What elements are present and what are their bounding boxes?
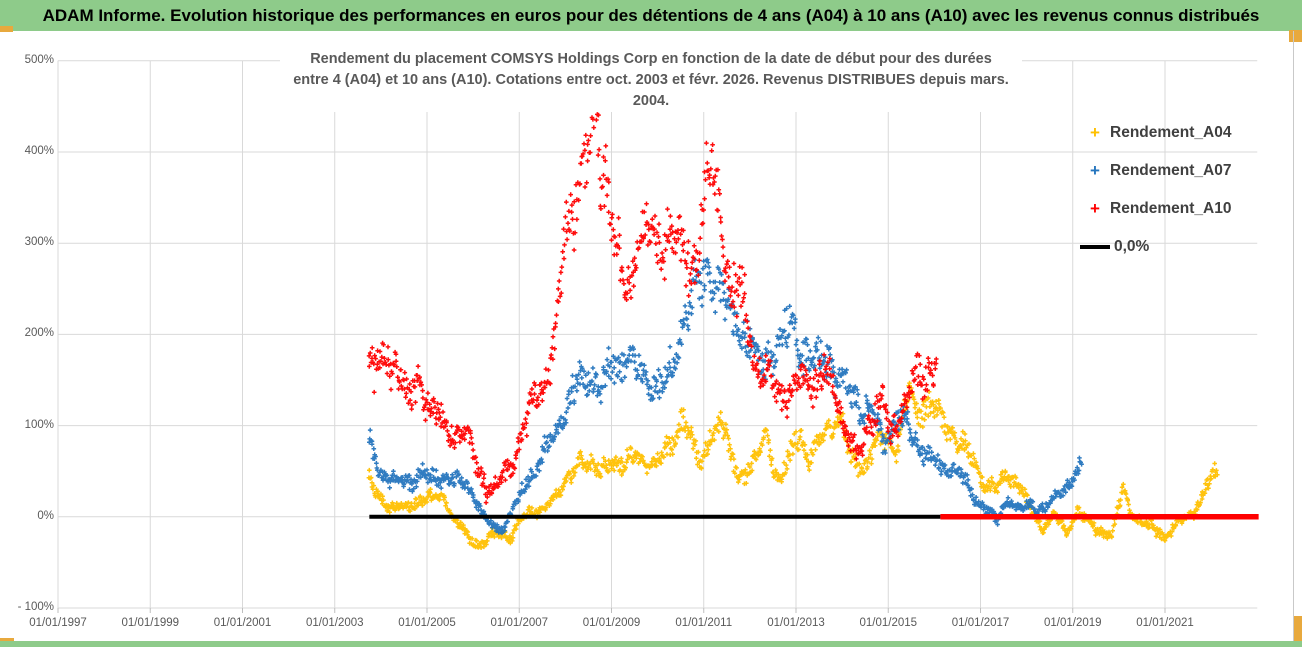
legend-item-zero[interactable]: 0,0% — [1080, 234, 1270, 260]
legend-label: Rendement_A04 — [1110, 124, 1232, 141]
legend-label: Rendement_A10 — [1110, 200, 1232, 217]
report-title: ADAM Informe. Evolution historique des p… — [42, 5, 1260, 25]
bottom-green-strip — [0, 641, 1302, 647]
chart-legend: + Rendement_A04 + Rendement_A07 + Rendem… — [1080, 120, 1270, 272]
plus-marker-icon: + — [1090, 199, 1100, 218]
legend-item-a10[interactable]: + Rendement_A10 — [1080, 196, 1270, 222]
chart-title-line1: Rendement du placement COMSYS Holdings C… — [310, 51, 992, 67]
chart-title-line2: entre 4 (A04) et 10 ans (A10). Cotations… — [293, 72, 1009, 109]
report-title-bar: ADAM Informe. Evolution historique des p… — [0, 0, 1302, 31]
legend-item-a07[interactable]: + Rendement_A07 — [1080, 158, 1270, 184]
chart-title: Rendement du placement COMSYS Holdings C… — [280, 49, 1022, 112]
legend-label: 0,0% — [1114, 238, 1150, 255]
plus-marker-icon: + — [1090, 123, 1100, 142]
legend-item-a04[interactable]: + Rendement_A04 — [1080, 120, 1270, 146]
scatter-series-rendement_a07[interactable] — [367, 257, 1084, 536]
chart-right-border — [1293, 31, 1294, 641]
gold-accent-bottom-right — [1294, 616, 1302, 641]
plus-marker-icon: + — [1090, 161, 1100, 180]
legend-label: Rendement_A07 — [1110, 162, 1232, 179]
gold-accent-top-right — [1289, 30, 1302, 42]
scatter-series-rendement_a10[interactable] — [366, 82, 939, 505]
gold-accent-top-left — [0, 26, 13, 32]
zero-line-swatch — [1080, 245, 1110, 249]
